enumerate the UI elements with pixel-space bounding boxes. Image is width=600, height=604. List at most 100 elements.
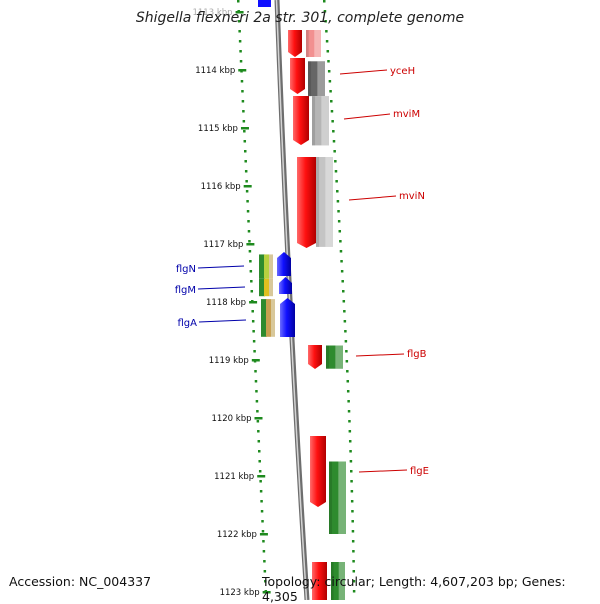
blue-arrow-flgA	[280, 298, 295, 337]
tick-dot-right	[327, 70, 331, 73]
ruler-label: 1120 kbp	[211, 414, 251, 424]
gene-blocks	[258, 0, 346, 600]
tick-dot-right	[332, 130, 335, 133]
tick-dot-right	[351, 510, 354, 513]
tick-dot-left	[237, 0, 240, 3]
tick-dot-right	[324, 20, 327, 23]
tick-dot-right	[343, 310, 346, 313]
tick-dot-left	[247, 220, 250, 223]
green-block-bottom-shade	[338, 562, 345, 600]
tick-dot-left	[262, 540, 265, 543]
gene-block-flgM-a	[259, 278, 265, 297]
tick-dot-right	[333, 150, 336, 153]
gene-label-mviN[interactable]: mviN	[399, 191, 425, 202]
tick-dot-left	[256, 410, 259, 413]
tick-dot-left	[238, 30, 241, 33]
tick-dot-right	[323, 10, 327, 13]
tick-dot-right	[339, 240, 342, 243]
tick-dot-right	[341, 280, 344, 283]
gene-label-flgM[interactable]: flgM	[175, 285, 196, 296]
tick-dot-right	[329, 90, 332, 93]
tick-dot-left	[238, 40, 242, 43]
tick-dot-left	[249, 260, 252, 263]
callout-line-yceH	[339, 69, 388, 75]
major-tick	[257, 475, 266, 478]
tick-dot-right	[343, 320, 347, 323]
major-tick	[262, 591, 271, 594]
major-tick	[235, 11, 244, 14]
tick-dot-right	[350, 500, 354, 503]
tick-dot-right	[330, 100, 333, 103]
tick-dot-right	[352, 550, 355, 553]
major-tick	[243, 185, 252, 188]
tick-dot-left	[252, 330, 255, 333]
pink-block-edge	[306, 30, 309, 57]
pink-block	[306, 30, 321, 57]
tick-dot-right	[330, 110, 334, 113]
tick-dot-left	[239, 60, 243, 63]
red-arrow-6	[310, 436, 326, 507]
callout-line-flgM	[197, 286, 246, 290]
gene-label-flgB[interactable]: flgB	[407, 349, 427, 360]
ruler-labels: 1113 kbp 1114 kbp 1115 kbp 1116 kbp 1117 kbp…	[192, 8, 259, 598]
callout-line-mviN	[348, 195, 397, 201]
gene-block-flgA-a	[261, 299, 267, 337]
tick-dot-left	[256, 420, 260, 423]
gene-label-flgA[interactable]: flgA	[178, 318, 198, 329]
tick-dot-right	[346, 380, 350, 383]
tick-dot-right	[342, 300, 346, 303]
tick-dot-right	[334, 160, 337, 163]
ruler-label: 1115 kbp	[198, 124, 238, 134]
gene-block-flgB-shade	[335, 345, 343, 369]
tick-dot-right	[352, 590, 356, 593]
red-arrow-5	[308, 345, 322, 369]
gene-block-flgE-shade	[338, 461, 346, 534]
ruler-label: 1117 kbp	[203, 240, 243, 250]
major-tick	[238, 69, 247, 72]
major-tick	[259, 533, 268, 536]
tick-dot-left	[260, 500, 263, 503]
tick-dot-right	[336, 190, 339, 193]
pink-block-shade	[314, 30, 321, 57]
tick-dot-right	[326, 50, 330, 53]
tick-dot-left	[258, 450, 261, 453]
gene-block-flgB	[326, 345, 343, 369]
gene-label-mviM[interactable]: mviM	[393, 109, 420, 120]
tick-dot-right	[346, 370, 349, 373]
tick-dot-right	[349, 460, 353, 463]
gene-block-yceH-edge	[308, 61, 312, 97]
tick-dot-left	[250, 290, 254, 293]
gene-block-flgM-b	[264, 278, 269, 297]
ruler-label: 1119 kbp	[209, 356, 249, 366]
tick-dot-right	[331, 120, 334, 123]
gene-block-yceH-shade	[317, 61, 325, 97]
tick-dot-left	[251, 320, 255, 323]
gene-block-mviM	[312, 96, 329, 146]
tick-dot-left	[253, 350, 256, 353]
tick-dot-left	[250, 280, 253, 283]
tick-dot-right	[349, 450, 352, 453]
tick-dot-right	[336, 200, 340, 203]
tick-dot-right	[340, 260, 343, 263]
gene-label-flgE[interactable]: flgE	[410, 466, 429, 477]
gene-label-flgN[interactable]: flgN	[176, 264, 196, 275]
accession-text: Accession: NC_004337	[9, 574, 152, 589]
major-tick	[246, 243, 255, 246]
gene-block-mviN-edge	[316, 157, 320, 247]
gene-block-flgA-b	[266, 299, 271, 337]
red-arrow-2	[290, 58, 305, 94]
red-block-7	[312, 562, 327, 600]
tick-dot-right	[351, 520, 354, 523]
ruler-label: 1121 kbp	[214, 472, 254, 482]
tick-dot-left	[242, 120, 246, 123]
tick-dot-left	[246, 210, 250, 213]
gene-label-yceH[interactable]: yceH	[390, 66, 415, 77]
tick-dot-right	[348, 440, 352, 443]
tick-dot-left	[241, 100, 245, 103]
tick-dot-right	[345, 360, 349, 363]
tick-dot-left	[251, 310, 254, 313]
tick-dot-right	[344, 330, 347, 333]
callout-line-flgB	[355, 353, 405, 357]
tick-dot-right	[352, 580, 356, 583]
